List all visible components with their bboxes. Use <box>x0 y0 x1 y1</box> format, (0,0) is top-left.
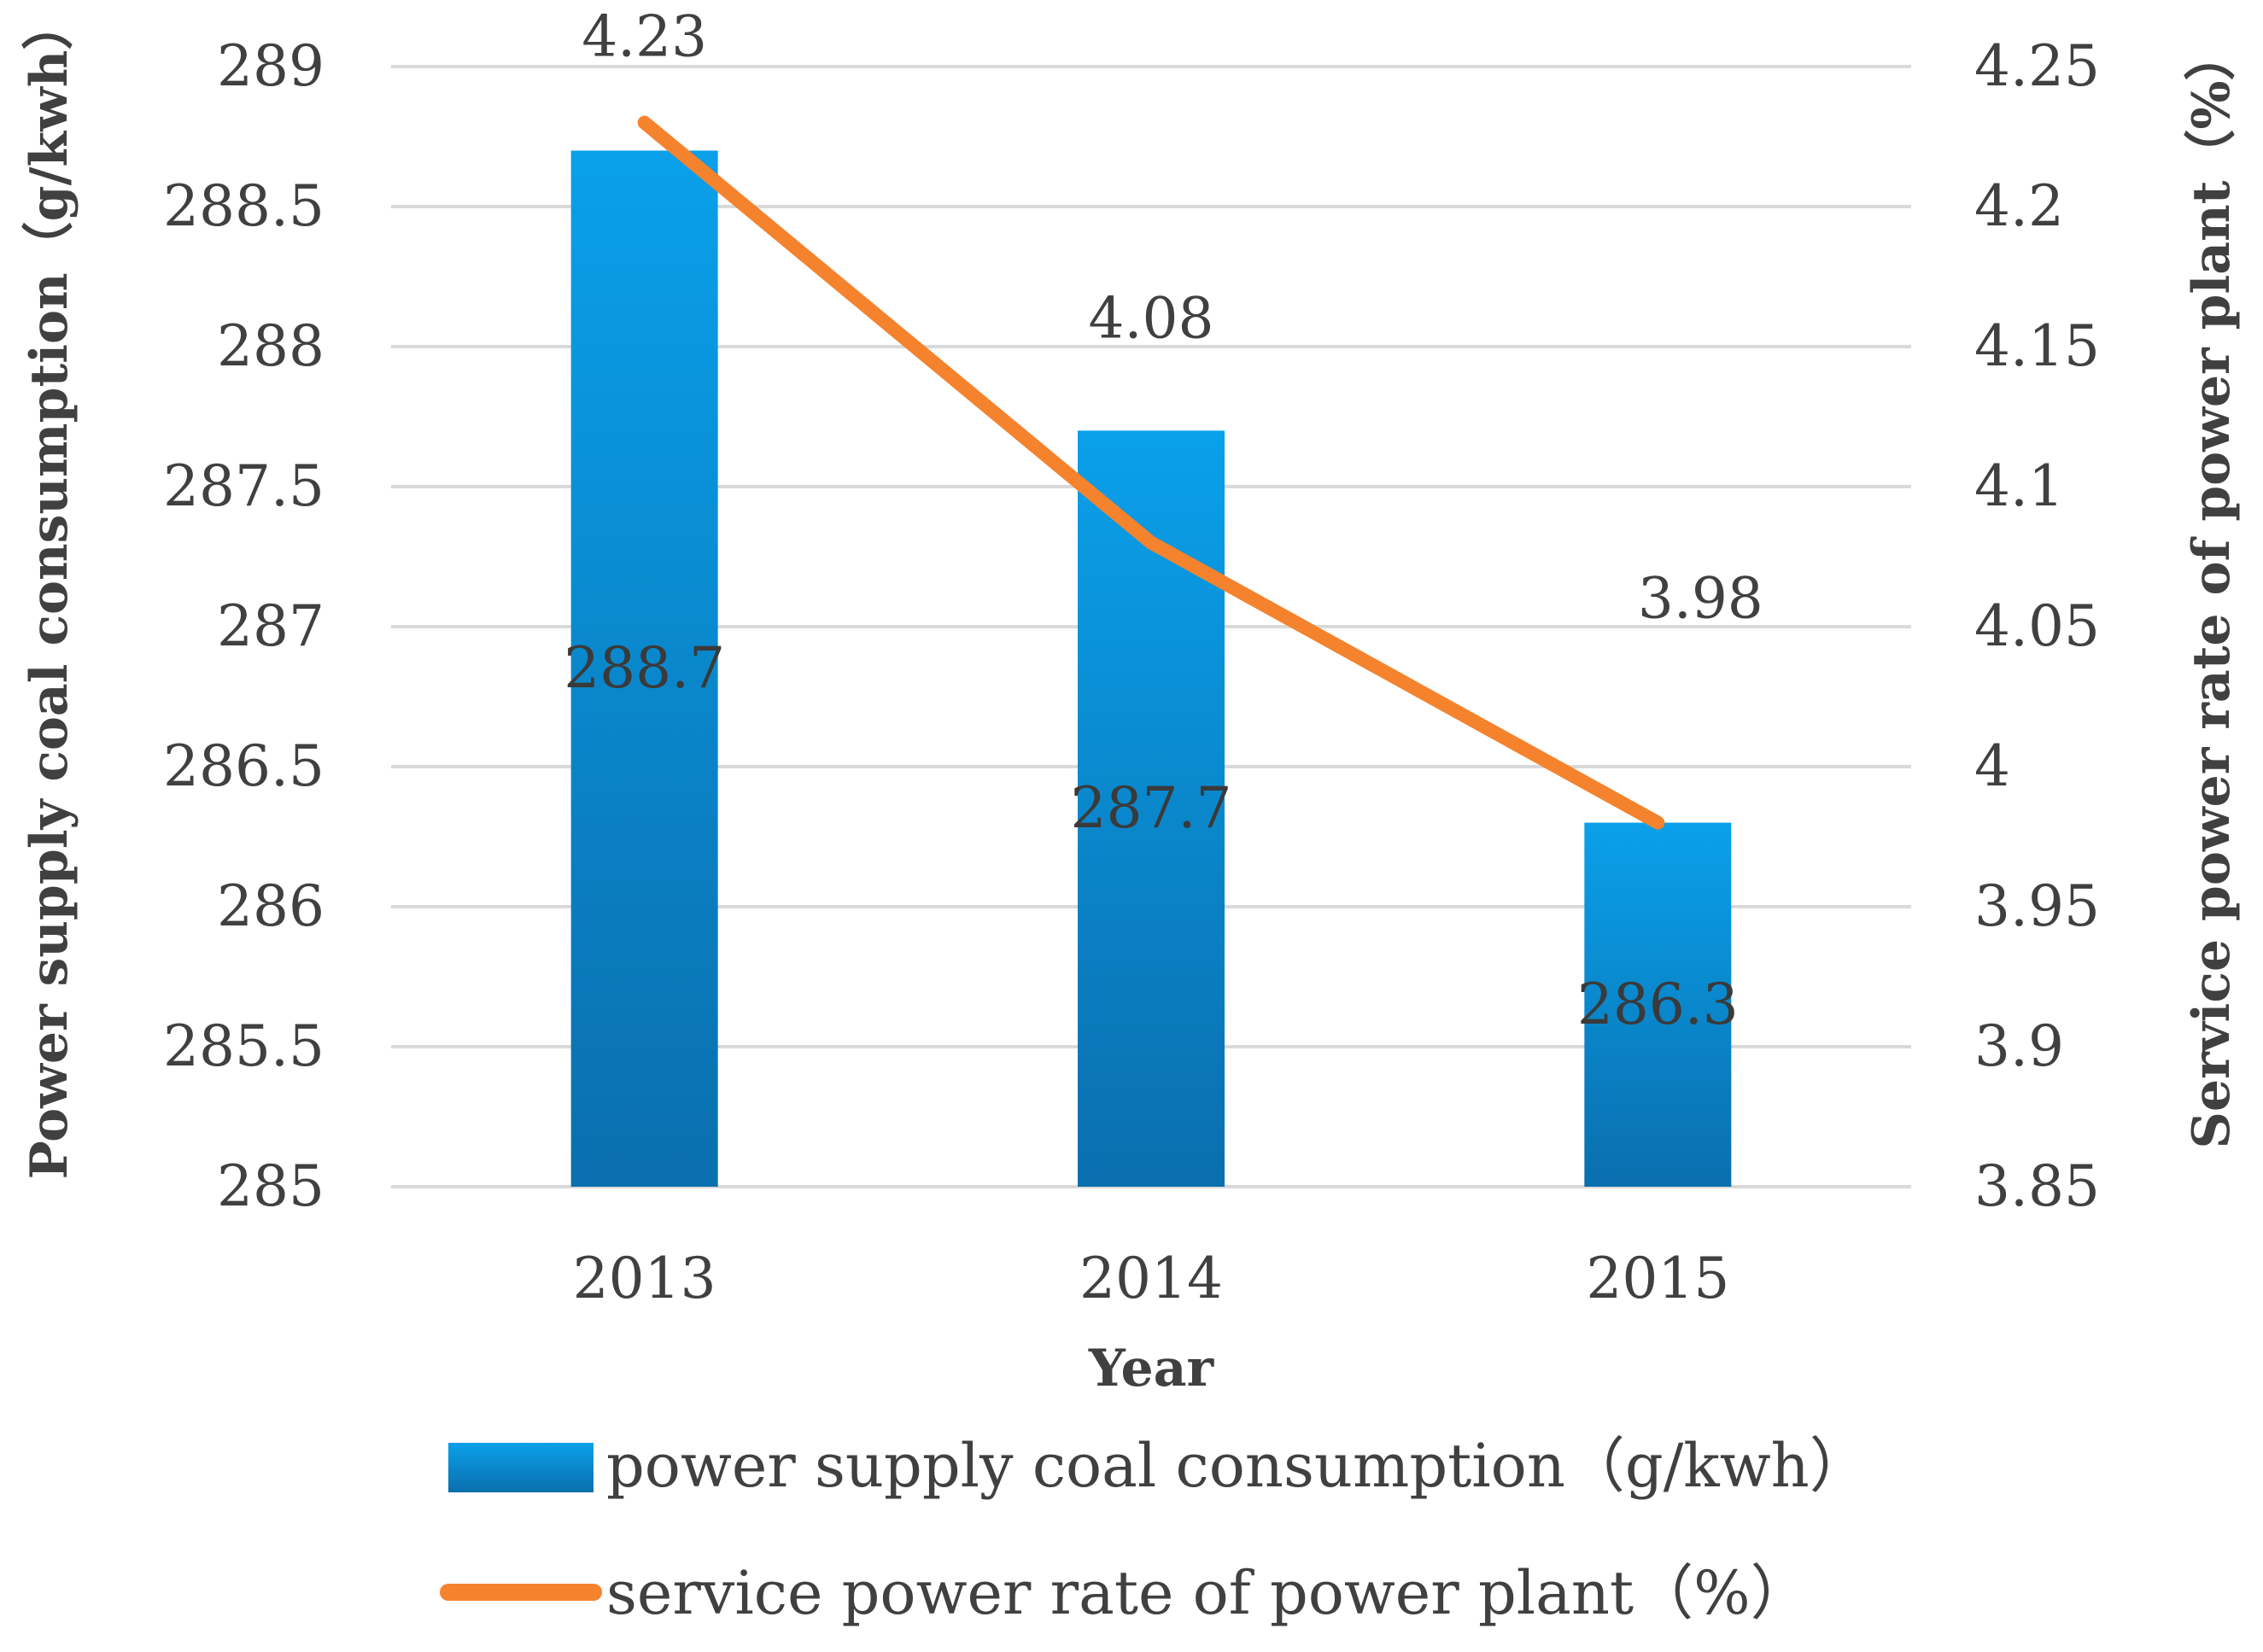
right-y-tick-label: 3.95 <box>1974 873 2100 939</box>
right-y-tick-label: 3.9 <box>1974 1013 2064 1079</box>
line-data-label: 4.08 <box>1089 286 1214 352</box>
right-y-tick-label: 3.85 <box>1974 1153 2100 1219</box>
legend: power supply coal consumption（g/kwh） ser… <box>440 1431 1869 1628</box>
left-y-tick-label: 285 <box>217 1153 325 1219</box>
line-data-label: 4.23 <box>582 4 707 70</box>
bar-data-label: 287.7 <box>1071 775 1232 841</box>
x-tick-label: 2014 <box>1079 1246 1223 1311</box>
left-y-tick-label: 288.5 <box>163 173 325 239</box>
bar <box>570 150 718 1187</box>
x-axis-ticks: 2013 2014 2015 <box>573 1246 1730 1311</box>
right-y-tick-label: 4.2 <box>1974 173 2064 239</box>
right-y-axis-ticks: 3.85 3.9 3.95 4 4.05 4.1 4.15 4.2 4.25 <box>1974 33 2100 1219</box>
left-y-axis-title: Power supply coal consumption（g/kwh） <box>20 0 79 1179</box>
right-y-tick-label: 4.15 <box>1974 313 2100 379</box>
left-y-tick-label: 288 <box>217 313 325 379</box>
left-y-tick-label: 287.5 <box>163 453 325 519</box>
x-tick-label: 2015 <box>1586 1246 1729 1311</box>
bar-data-label: 288.7 <box>564 635 725 701</box>
line-point <box>1150 541 1152 544</box>
right-y-axis-title: Service power rate of power plant（%） <box>2182 30 2242 1149</box>
right-y-tick-label: 4 <box>1974 733 2010 799</box>
line-point <box>643 121 646 124</box>
legend-bar-label: power supply coal consumption（g/kwh） <box>606 1431 1869 1501</box>
left-y-tick-label: 285.5 <box>163 1013 325 1079</box>
line-data-label: 3.98 <box>1638 566 1763 632</box>
legend-bar-swatch <box>448 1443 594 1492</box>
left-y-tick-label: 289 <box>217 33 325 99</box>
right-y-tick-label: 4.05 <box>1974 593 2100 659</box>
bar-series: 288.7 287.7 286.3 <box>564 150 1739 1187</box>
right-y-tick-label: 4.25 <box>1974 33 2100 99</box>
left-y-axis-ticks: 285 285.5 286 286.5 287 287.5 288 288.5 289 <box>163 33 325 1219</box>
bar <box>1584 822 1732 1187</box>
line-series: 4.23 4.08 3.98 <box>582 4 1763 830</box>
legend-line-label: service power rate of power plant（%） <box>606 1558 1810 1628</box>
left-y-tick-label: 286 <box>217 873 325 939</box>
line-point <box>1657 821 1659 824</box>
left-y-tick-label: 286.5 <box>163 733 325 799</box>
x-tick-label: 2013 <box>573 1246 716 1311</box>
bar-data-label: 286.3 <box>1577 972 1739 1037</box>
right-y-tick-label: 4.1 <box>1974 453 2064 519</box>
x-axis-title: Year <box>1088 1339 1215 1398</box>
bar <box>1078 430 1225 1187</box>
left-y-tick-label: 287 <box>217 593 325 659</box>
